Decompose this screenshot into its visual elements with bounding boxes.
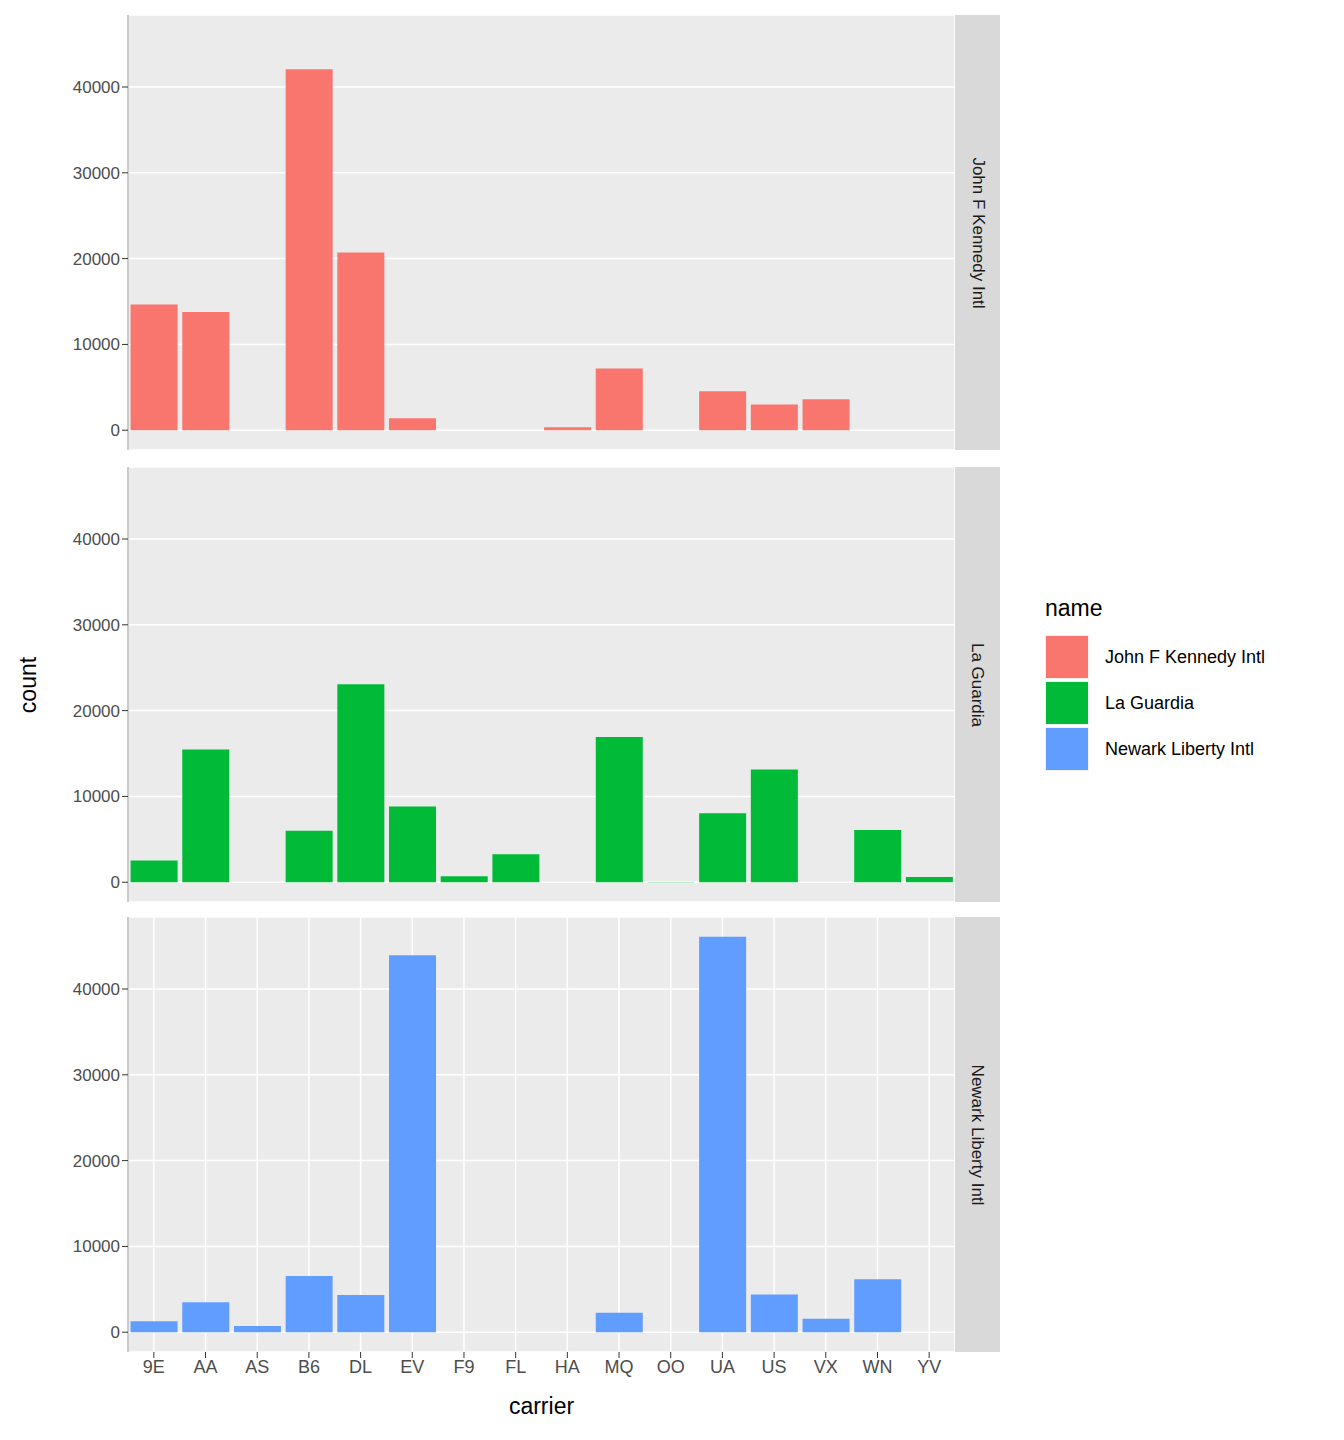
html-text:carrier: carrier	[508, 1393, 575, 1419]
svg-text:20000: 20000	[73, 1152, 120, 1171]
svg-text:B6: B6	[298, 1357, 320, 1377]
html-text:La Guardia: La Guardia	[1105, 692, 1195, 713]
svg-text:0: 0	[111, 873, 120, 892]
svg-text:VX: VX	[814, 1357, 838, 1377]
svg-text:40000: 40000	[73, 530, 120, 549]
svg-text:YV: YV	[917, 1357, 941, 1377]
svg-text:F9: F9	[453, 1357, 474, 1377]
svg-text:AA: AA	[194, 1357, 218, 1377]
html-text:Newark Liberty Intl: Newark Liberty Intl	[1105, 738, 1255, 759]
svg-text:MQ: MQ	[605, 1357, 634, 1377]
svg-text:UA: UA	[710, 1357, 735, 1377]
svg-text:DL: DL	[349, 1357, 372, 1377]
svg-text:0: 0	[111, 1323, 120, 1342]
svg-text:FL: FL	[505, 1357, 526, 1377]
svg-text:40000: 40000	[73, 980, 120, 999]
svg-text:30000: 30000	[73, 616, 120, 635]
html-text:name: name	[1045, 595, 1103, 621]
html-text:John F Kennedy Intl: John F Kennedy Intl	[1105, 646, 1266, 667]
svg-text:10000: 10000	[73, 787, 120, 806]
svg-text:AS: AS	[245, 1357, 269, 1377]
html-text:Newark Liberty Intl: Newark Liberty Intl	[968, 1064, 988, 1205]
svg-text:WN: WN	[862, 1357, 892, 1377]
svg-text:10000: 10000	[73, 1237, 120, 1256]
svg-text:40000: 40000	[73, 78, 120, 97]
svg-text:EV: EV	[400, 1357, 424, 1377]
svg-text:US: US	[762, 1357, 787, 1377]
svg-text:HA: HA	[555, 1357, 580, 1377]
html-text:La Guardia: La Guardia	[968, 642, 988, 727]
svg-text:9E: 9E	[143, 1357, 165, 1377]
svg-text:0: 0	[111, 421, 120, 440]
svg-text:20000: 20000	[73, 250, 120, 269]
svg-text:20000: 20000	[73, 702, 120, 721]
svg-text:10000: 10000	[73, 335, 120, 354]
svg-text:OO: OO	[657, 1357, 685, 1377]
html-text:John F Kennedy Intl: John F Kennedy Intl	[968, 156, 988, 309]
html-text:count: count	[14, 656, 41, 714]
svg-text:30000: 30000	[73, 1066, 120, 1085]
svg-text:30000: 30000	[73, 164, 120, 183]
